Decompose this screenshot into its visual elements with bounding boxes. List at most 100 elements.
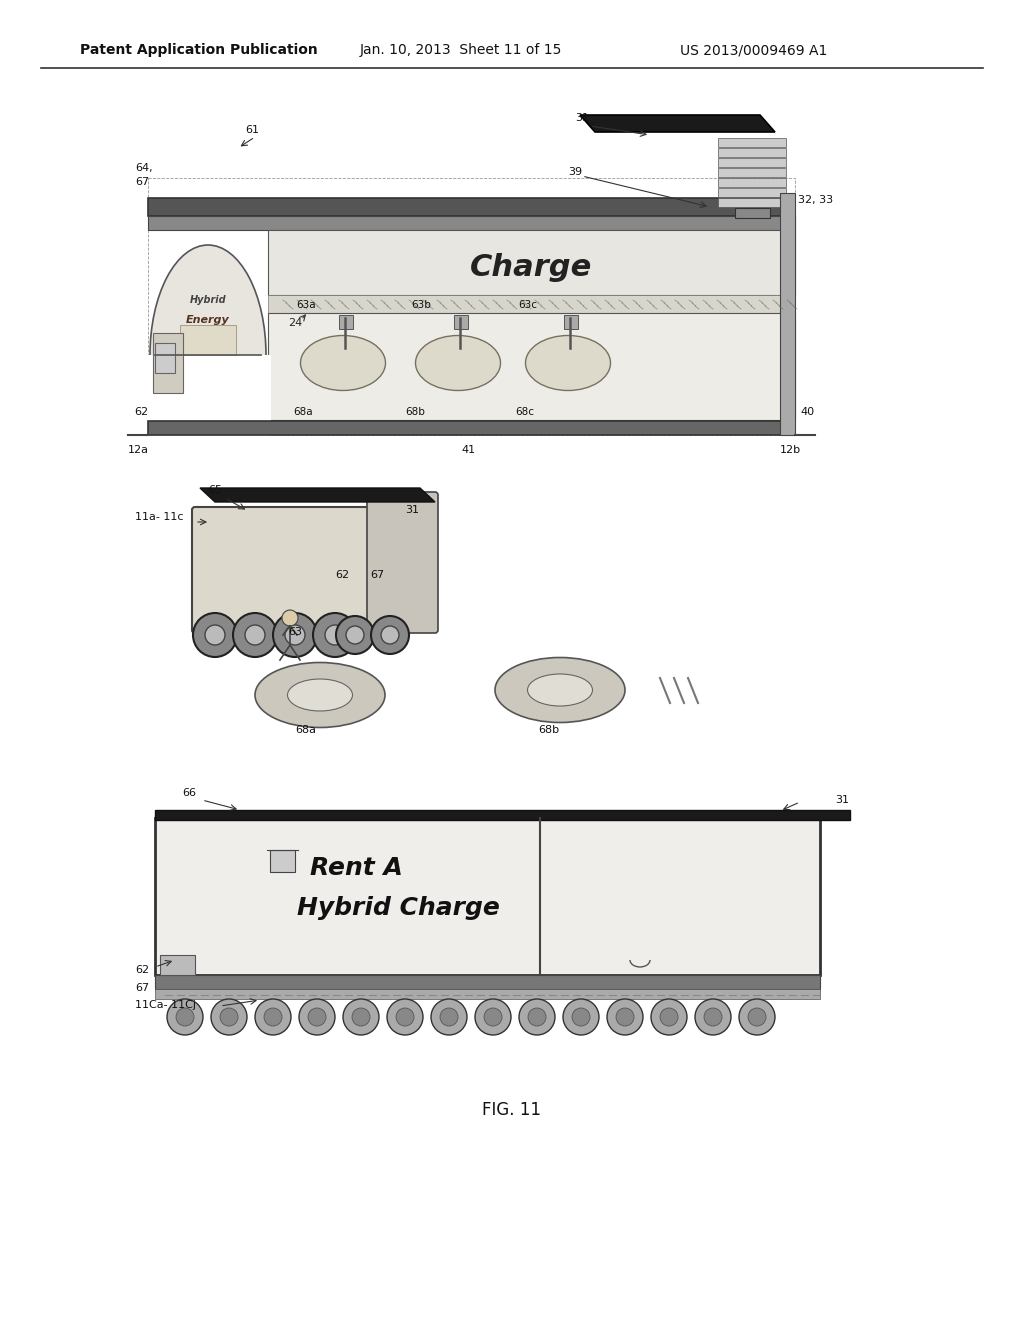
Text: 62: 62	[134, 407, 148, 417]
Text: Energy: Energy	[186, 315, 229, 325]
Bar	[145, 355, 271, 484]
Bar	[270, 850, 295, 873]
Text: 31: 31	[835, 795, 849, 805]
Circle shape	[739, 999, 775, 1035]
Circle shape	[371, 616, 409, 653]
Circle shape	[519, 999, 555, 1035]
Text: FIG. 11: FIG. 11	[482, 1101, 542, 1119]
Bar	[148, 421, 795, 436]
Text: 67: 67	[135, 177, 150, 187]
Circle shape	[264, 1008, 282, 1026]
Circle shape	[308, 1008, 326, 1026]
Bar	[454, 315, 468, 329]
Text: 66: 66	[182, 788, 196, 799]
Text: Hybrid: Hybrid	[189, 294, 226, 305]
Text: 63: 63	[288, 627, 302, 638]
Text: 62: 62	[135, 965, 150, 975]
Bar	[180, 325, 236, 355]
Bar	[718, 168, 786, 177]
Circle shape	[255, 999, 291, 1035]
Circle shape	[396, 1008, 414, 1026]
Circle shape	[695, 999, 731, 1035]
Circle shape	[233, 612, 278, 657]
Text: 65: 65	[208, 484, 222, 495]
Text: 12b: 12b	[780, 445, 801, 455]
Ellipse shape	[288, 678, 352, 711]
Bar	[148, 216, 795, 230]
Bar	[155, 343, 175, 374]
Text: 12a: 12a	[128, 445, 150, 455]
Text: 39: 39	[568, 168, 582, 177]
Circle shape	[748, 1008, 766, 1026]
Text: 31: 31	[575, 114, 589, 123]
Circle shape	[431, 999, 467, 1035]
Text: 11Ca- 11Cj: 11Ca- 11Cj	[135, 1001, 196, 1010]
Text: 63a: 63a	[296, 300, 315, 310]
Bar	[155, 989, 820, 999]
Polygon shape	[200, 488, 435, 502]
Circle shape	[528, 1008, 546, 1026]
Circle shape	[572, 1008, 590, 1026]
Text: 63b: 63b	[411, 300, 431, 310]
Text: 67: 67	[370, 570, 384, 579]
Circle shape	[705, 1008, 722, 1026]
Circle shape	[616, 1008, 634, 1026]
Circle shape	[607, 999, 643, 1035]
Bar	[735, 209, 770, 218]
Circle shape	[343, 999, 379, 1035]
Circle shape	[346, 626, 364, 644]
Text: 68a: 68a	[293, 407, 312, 417]
Bar	[718, 148, 786, 157]
Circle shape	[220, 1008, 238, 1026]
Circle shape	[387, 999, 423, 1035]
Bar	[148, 178, 795, 436]
Text: 64,: 64,	[135, 162, 153, 173]
Bar	[339, 315, 353, 329]
Circle shape	[381, 626, 399, 644]
Text: 32, 33: 32, 33	[798, 195, 834, 205]
Ellipse shape	[300, 335, 385, 391]
Text: Patent Application Publication: Patent Application Publication	[80, 44, 317, 57]
Circle shape	[245, 624, 265, 645]
Circle shape	[563, 999, 599, 1035]
Circle shape	[352, 1008, 370, 1026]
Ellipse shape	[495, 657, 625, 722]
Polygon shape	[580, 115, 775, 132]
Circle shape	[211, 999, 247, 1035]
Text: 61: 61	[245, 125, 259, 135]
Circle shape	[167, 999, 203, 1035]
Bar	[160, 954, 195, 975]
Circle shape	[205, 624, 225, 645]
Text: 24: 24	[288, 318, 302, 327]
FancyBboxPatch shape	[193, 507, 383, 634]
Bar	[718, 198, 786, 207]
Bar	[153, 333, 183, 393]
Ellipse shape	[150, 246, 266, 465]
Text: 11a- 11c: 11a- 11c	[135, 512, 183, 521]
Ellipse shape	[255, 663, 385, 727]
Circle shape	[475, 999, 511, 1035]
Text: 40: 40	[800, 407, 814, 417]
Bar	[268, 294, 795, 313]
Circle shape	[285, 624, 305, 645]
Bar	[718, 139, 786, 147]
Ellipse shape	[527, 675, 593, 706]
Bar	[780, 193, 795, 436]
Bar	[148, 198, 795, 216]
Polygon shape	[155, 810, 850, 820]
Bar	[564, 315, 578, 329]
Ellipse shape	[525, 335, 610, 391]
Circle shape	[313, 612, 357, 657]
Circle shape	[176, 1008, 194, 1026]
Text: Hybrid Charge: Hybrid Charge	[297, 896, 500, 920]
Circle shape	[299, 999, 335, 1035]
Text: 67: 67	[135, 983, 150, 993]
Circle shape	[325, 624, 345, 645]
Text: Jan. 10, 2013  Sheet 11 of 15: Jan. 10, 2013 Sheet 11 of 15	[360, 44, 562, 57]
Bar	[718, 178, 786, 187]
Circle shape	[282, 610, 298, 626]
Text: Rent A: Rent A	[310, 855, 402, 880]
Circle shape	[193, 612, 237, 657]
Text: 68a: 68a	[295, 725, 316, 735]
Text: 62: 62	[335, 570, 349, 579]
